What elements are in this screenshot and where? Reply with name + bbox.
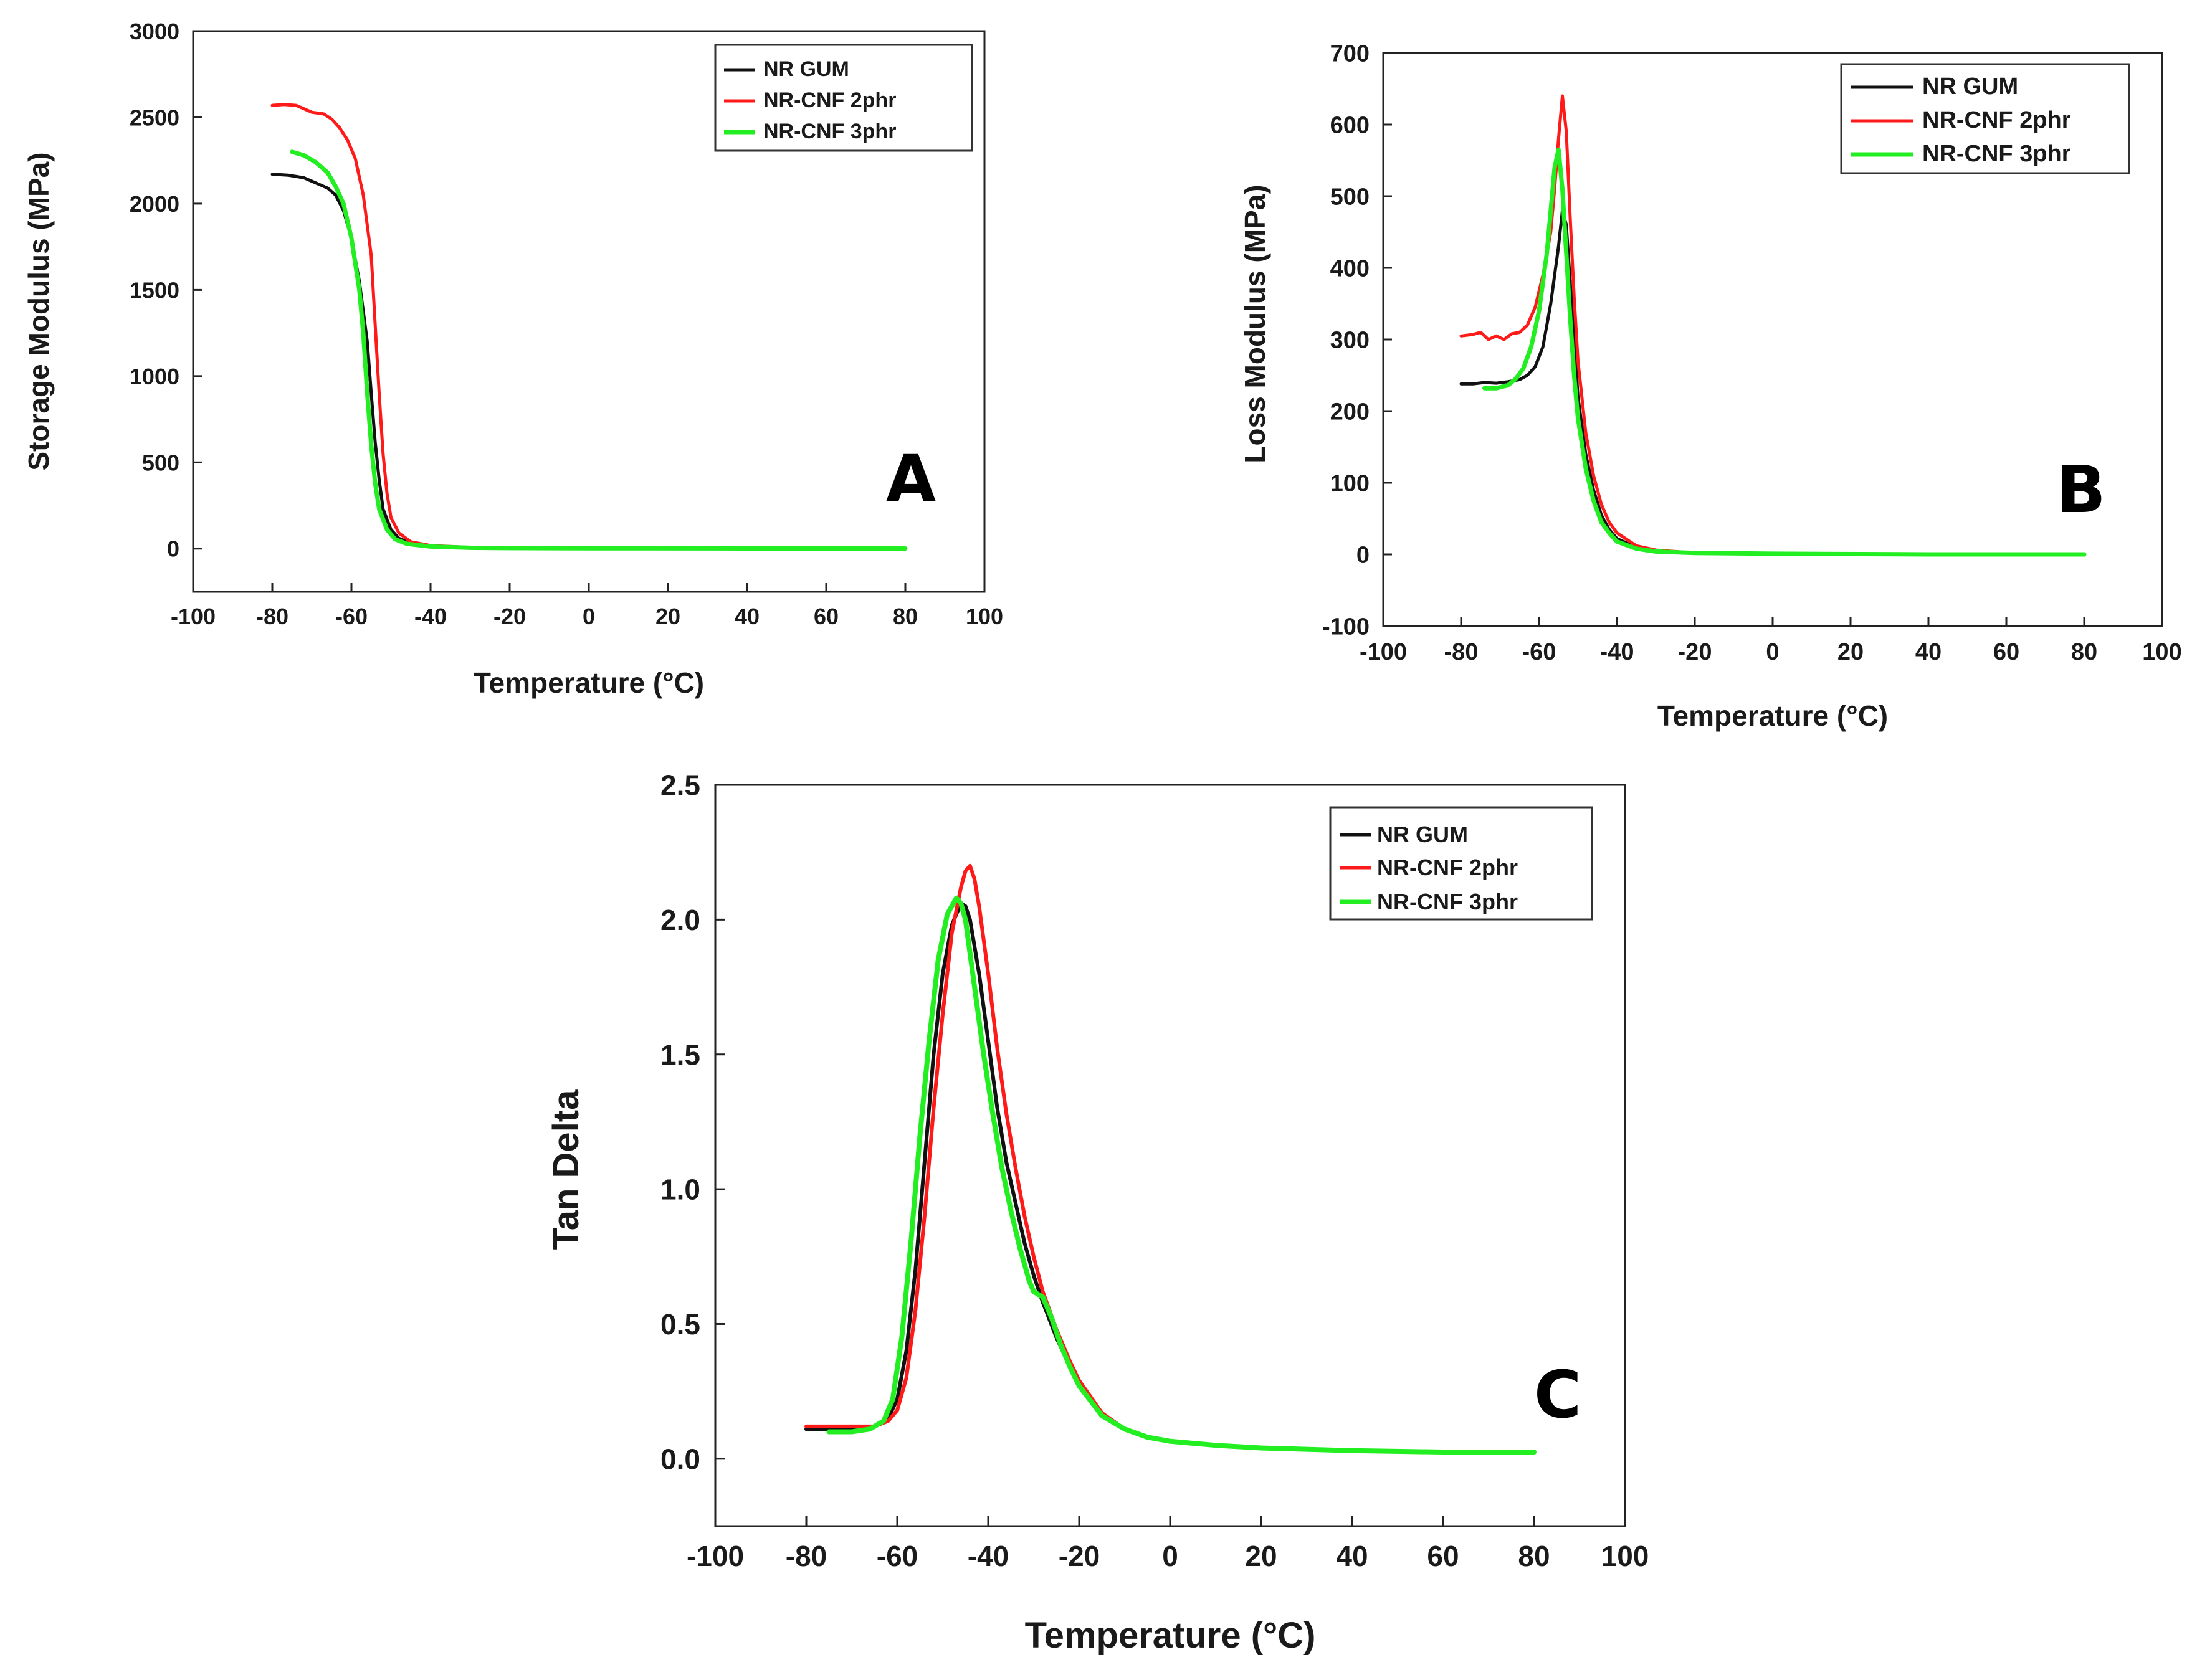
x-tick-label: 40 xyxy=(1915,639,1942,665)
panel-c-tan-delta: -100 -80 -60 -40 -20 0 20 40 60 80 100 0.0 0.5 1.0 1.5… xyxy=(546,769,1649,1656)
legend-label-nr-cnf-2phr: NR-CNF 2phr xyxy=(1922,107,2071,133)
x-tick-label: -40 xyxy=(968,1540,1009,1572)
y-tick-label: 0.5 xyxy=(660,1308,700,1341)
legend-label-nr-gum: NR GUM xyxy=(1377,822,1468,847)
y-tick-label: 700 xyxy=(1330,41,1370,67)
tick-group: -100 -80 -60 -40 -20 0 20 40 60 80 100 -100 0 100 200 3… xyxy=(1322,41,2182,665)
x-tick-label: 0 xyxy=(583,604,595,629)
x-tick-label: -100 xyxy=(687,1540,744,1572)
series-line-nr-cnf-3phr xyxy=(290,149,908,551)
series-group xyxy=(270,103,908,551)
series-line-nr-cnf-2phr xyxy=(1459,94,2086,556)
y-tick-label: 0.0 xyxy=(660,1443,700,1475)
legend-box xyxy=(1329,806,1593,921)
x-tick-label: 0 xyxy=(1766,639,1779,665)
legend-label-nr-cnf-3phr: NR-CNF 3phr xyxy=(1922,141,2071,167)
y-tick-label: 500 xyxy=(1330,184,1370,211)
panel-b-loss-modulus: -100 -80 -60 -40 -20 0 20 40 60 80 100 -100 0 100 200 3… xyxy=(1239,41,2182,732)
legend-label-nr-cnf-3phr: NR-CNF 3phr xyxy=(1377,889,1518,914)
legend-label-nr-cnf-2phr: NR-CNF 2phr xyxy=(763,88,896,112)
x-tick-label: 80 xyxy=(1518,1540,1550,1572)
x-tick-label: -80 xyxy=(786,1540,827,1572)
panel-label: B xyxy=(2056,452,2105,528)
x-tick-label: 20 xyxy=(1245,1540,1277,1572)
x-axis-title: Temperature (°C) xyxy=(1657,700,1888,732)
series-line-nr-gum xyxy=(1459,209,2086,556)
legend-label-nr-gum: NR GUM xyxy=(763,57,849,81)
x-tick-label: -60 xyxy=(1522,639,1556,665)
x-axis-title: Temperature (°C) xyxy=(474,667,704,699)
series-line-nr-cnf-3phr xyxy=(826,895,1537,1455)
legend-label-nr-gum: NR GUM xyxy=(1922,74,2018,100)
series-line-nr-cnf-2phr xyxy=(270,103,907,550)
series-group xyxy=(1459,94,2087,557)
x-tick-label: -40 xyxy=(1600,639,1634,665)
legend: NR GUM NR-CNF 2phr NR-CNF 3phr xyxy=(1840,63,2130,174)
y-tick-label: -100 xyxy=(1322,614,1370,640)
x-tick-label: -80 xyxy=(256,604,288,629)
y-tick-label: 400 xyxy=(1330,256,1370,282)
y-tick-label: 2.5 xyxy=(660,769,700,802)
y-tick-label: 200 xyxy=(1330,399,1370,425)
x-tick-label: -20 xyxy=(1678,639,1712,665)
series-group xyxy=(804,863,1537,1455)
y-tick-label: 1.5 xyxy=(660,1038,700,1071)
x-tick-label: -20 xyxy=(493,604,526,629)
x-tick-label: 0 xyxy=(1162,1540,1178,1572)
legend-box xyxy=(714,44,973,152)
x-tick-label: 40 xyxy=(735,604,760,629)
tick-group: -100 -80 -60 -40 -20 0 20 40 60 80 100050010001500… xyxy=(130,19,1003,629)
x-tick-label: 100 xyxy=(966,604,1003,629)
x-tick-label: -40 xyxy=(414,604,447,629)
y-tick-label: 1500 xyxy=(130,277,179,303)
legend: NR GUM NR-CNF 2phr NR-CNF 3phr xyxy=(1329,806,1593,921)
legend-label-nr-cnf-2phr: NR-CNF 2phr xyxy=(1377,855,1518,880)
panel-a-storage-modulus: -100 -80 -60 -40 -20 0 20 40 60 80 100050010001500… xyxy=(22,19,1003,699)
x-tick-label: -80 xyxy=(1444,639,1479,665)
series-line-nr-cnf-2phr xyxy=(804,863,1536,1454)
y-tick-label: 0 xyxy=(1356,543,1370,569)
x-tick-label: 100 xyxy=(2142,639,2181,665)
x-axis-title: Temperature (°C) xyxy=(1025,1615,1316,1656)
panel-label: C xyxy=(1534,1357,1581,1433)
x-tick-label: -60 xyxy=(335,604,368,629)
y-tick-label: 300 xyxy=(1330,328,1370,354)
y-tick-label: 600 xyxy=(1330,113,1370,139)
x-tick-label: 20 xyxy=(1837,639,1864,665)
y-axis-title: Tan Delta xyxy=(546,1089,586,1250)
x-tick-label: -100 xyxy=(171,604,216,629)
y-tick-label: 2000 xyxy=(130,191,179,217)
y-tick-label: 100 xyxy=(1330,471,1370,497)
x-tick-label: 60 xyxy=(814,604,839,629)
y-tick-label: 3000 xyxy=(130,19,179,44)
y-tick-label: 1.0 xyxy=(660,1174,700,1206)
y-tick-label: 0 xyxy=(167,536,179,562)
y-tick-label: 1000 xyxy=(130,364,179,389)
x-tick-label: 80 xyxy=(893,604,918,629)
y-axis-title: Loss Modulus (MPa) xyxy=(1239,184,1271,463)
tick-group: -100 -80 -60 -40 -20 0 20 40 60 80 100 0.0 0.5 1.0 1.5… xyxy=(660,769,1649,1572)
y-axis-title: Storage Modulus (MPa) xyxy=(22,152,55,470)
series-line-nr-cnf-3phr xyxy=(1482,147,2087,557)
y-tick-label: 2.0 xyxy=(660,904,700,936)
x-tick-label: 100 xyxy=(1601,1540,1649,1572)
legend-label-nr-cnf-3phr: NR-CNF 3phr xyxy=(763,120,896,143)
legend: NR GUM NR-CNF 2phr NR-CNF 3phr xyxy=(714,44,973,152)
y-tick-label: 2500 xyxy=(130,105,179,130)
x-tick-label: 80 xyxy=(2071,639,2097,665)
x-tick-label: -20 xyxy=(1059,1540,1100,1572)
x-tick-label: 60 xyxy=(1993,639,2019,665)
x-tick-label: 60 xyxy=(1427,1540,1459,1572)
x-tick-label: 20 xyxy=(655,604,680,629)
x-tick-label: 40 xyxy=(1336,1540,1368,1572)
y-tick-label: 500 xyxy=(142,450,179,475)
x-tick-label: -60 xyxy=(877,1540,918,1572)
panel-label: A xyxy=(886,441,936,517)
x-tick-label: -100 xyxy=(1360,639,1407,665)
